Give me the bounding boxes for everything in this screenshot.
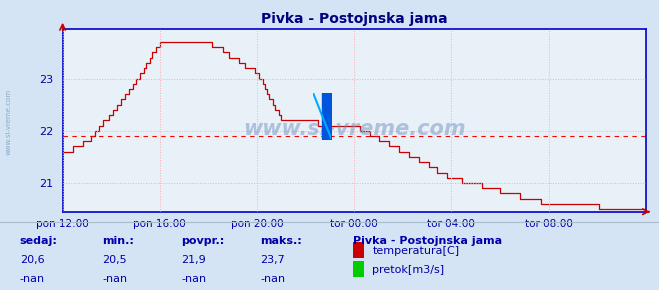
Text: 20,5: 20,5 <box>102 255 127 265</box>
Text: pretok[m3/s]: pretok[m3/s] <box>372 265 444 275</box>
Text: 21,9: 21,9 <box>181 255 206 265</box>
Text: -nan: -nan <box>102 274 127 284</box>
Text: sedaj:: sedaj: <box>20 236 57 246</box>
Title: Pivka - Postojnska jama: Pivka - Postojnska jama <box>261 12 447 26</box>
Text: 20,6: 20,6 <box>20 255 44 265</box>
Text: 23,7: 23,7 <box>260 255 285 265</box>
Text: temperatura[C]: temperatura[C] <box>372 246 459 256</box>
Text: www.si-vreme.com: www.si-vreme.com <box>5 89 12 155</box>
Text: min.:: min.: <box>102 236 134 246</box>
Text: -nan: -nan <box>260 274 285 284</box>
Text: maks.:: maks.: <box>260 236 302 246</box>
Text: www.si-vreme.com: www.si-vreme.com <box>243 119 465 139</box>
Text: povpr.:: povpr.: <box>181 236 225 246</box>
Text: Pivka - Postojnska jama: Pivka - Postojnska jama <box>353 236 501 246</box>
Text: -nan: -nan <box>20 274 45 284</box>
Text: -nan: -nan <box>181 274 206 284</box>
